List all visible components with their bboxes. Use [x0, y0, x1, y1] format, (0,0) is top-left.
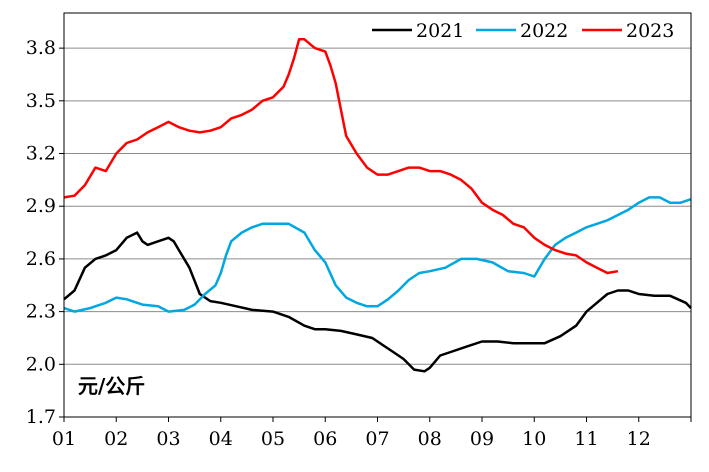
x-tick-label: 11	[574, 428, 598, 450]
plot-area	[64, 13, 691, 417]
x-axis-ticks: 01 02 03 04 05 06 07 08 09 10 11 12	[52, 417, 692, 450]
x-tick-label: 10	[522, 428, 546, 450]
legend-label: 2022	[520, 20, 568, 42]
x-tick-label: 08	[418, 428, 442, 450]
x-tick-label: 02	[104, 428, 128, 450]
y-tick-label: 2.0	[26, 353, 56, 375]
x-tick-label: 12	[627, 428, 651, 450]
series-line-2021	[63, 231, 692, 373]
y-tick-label: 2.3	[26, 301, 56, 323]
series-lines	[63, 38, 692, 373]
x-tick-label: 07	[365, 428, 389, 450]
x-tick-label: 05	[261, 428, 285, 450]
x-tick-label: 03	[156, 428, 180, 450]
y-tick-label: 3.5	[26, 90, 56, 112]
y-tick-label: 2.6	[26, 248, 56, 270]
unit-label: 元/公斤	[78, 374, 145, 398]
y-tick-label: 3.2	[26, 143, 56, 165]
x-tick-label: 06	[313, 428, 337, 450]
y-axis-ticks: 1.7 2.0 2.3 2.6 2.9 3.2 3.5 3.8	[26, 37, 64, 428]
x-tick-label: 04	[209, 428, 233, 450]
series-line-2022	[63, 196, 692, 313]
y-tick-label: 2.9	[26, 195, 56, 217]
legend-label: 2023	[626, 20, 674, 42]
x-tick-label: 09	[470, 428, 494, 450]
x-tick-label: 01	[52, 428, 76, 450]
legend-label: 2021	[416, 20, 464, 42]
y-tick-label: 1.7	[26, 406, 56, 428]
legend: 2021 2022 2023	[372, 20, 674, 42]
series-line-2023	[63, 38, 619, 275]
y-tick-label: 3.8	[26, 37, 56, 59]
